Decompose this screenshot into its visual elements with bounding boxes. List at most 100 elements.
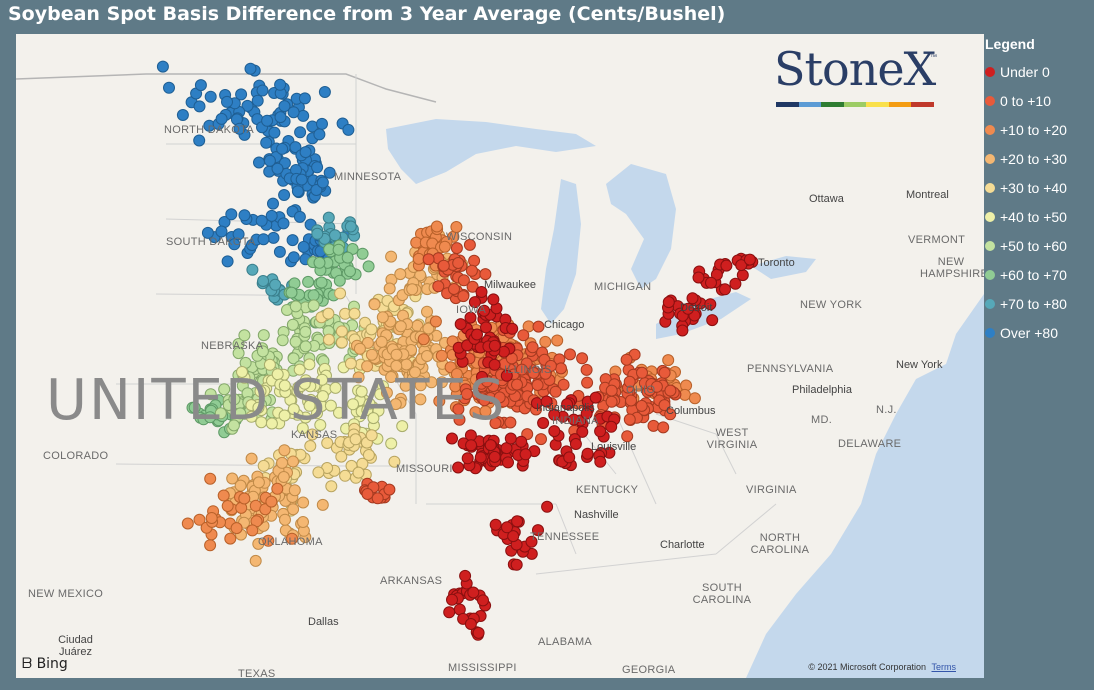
basis-point[interactable] (251, 94, 264, 107)
basis-point[interactable] (385, 250, 398, 263)
basis-point[interactable] (316, 373, 329, 386)
basis-point[interactable] (287, 251, 300, 264)
basis-point[interactable] (454, 318, 467, 331)
basis-point[interactable] (480, 321, 492, 334)
basis-point[interactable] (435, 376, 448, 389)
basis-point[interactable] (467, 586, 480, 599)
basis-point[interactable] (255, 214, 268, 227)
basis-point[interactable] (457, 274, 470, 287)
basis-point[interactable] (396, 420, 409, 433)
terms-link[interactable]: Terms (931, 662, 957, 672)
basis-point[interactable] (488, 450, 501, 463)
basis-point[interactable] (465, 264, 478, 277)
basis-point[interactable] (468, 296, 481, 309)
basis-point[interactable] (623, 413, 636, 426)
basis-point[interactable] (265, 209, 278, 222)
basis-point[interactable] (311, 227, 324, 240)
basis-point[interactable] (532, 524, 544, 537)
basis-point[interactable] (555, 362, 567, 375)
basis-point[interactable] (581, 447, 594, 460)
basis-point[interactable] (245, 452, 258, 465)
basis-point[interactable] (352, 371, 365, 384)
basis-point[interactable] (221, 255, 234, 268)
basis-point[interactable] (452, 403, 465, 416)
basis-point[interactable] (664, 408, 677, 421)
basis-point[interactable] (706, 314, 719, 327)
basis-point[interactable] (228, 393, 241, 406)
basis-point[interactable] (475, 286, 488, 298)
basis-point[interactable] (286, 532, 298, 545)
basis-point[interactable] (541, 500, 554, 513)
basis-point[interactable] (318, 86, 331, 98)
basis-point[interactable] (501, 521, 513, 534)
basis-point[interactable] (525, 535, 538, 548)
basis-point[interactable] (254, 385, 267, 398)
legend-item[interactable]: +30 to +40 (985, 173, 1093, 202)
basis-point[interactable] (246, 263, 259, 276)
map-canvas[interactable]: UNITED STATES NORTH DAKOTA MINNESOTA SOU… (16, 34, 984, 678)
basis-point[interactable] (276, 142, 289, 155)
basis-point[interactable] (662, 296, 675, 309)
basis-point[interactable] (204, 539, 217, 552)
basis-point[interactable] (278, 100, 291, 113)
basis-point[interactable] (363, 397, 376, 410)
basis-point[interactable] (249, 554, 262, 567)
basis-point[interactable] (278, 189, 291, 201)
legend-item[interactable]: Over +80 (985, 318, 1093, 347)
basis-point[interactable] (287, 352, 300, 365)
basis-point[interactable] (271, 482, 284, 495)
basis-point[interactable] (383, 483, 396, 496)
basis-point[interactable] (228, 238, 241, 251)
basis-point[interactable] (217, 489, 230, 502)
basis-point[interactable] (371, 492, 384, 505)
basis-point[interactable] (321, 437, 334, 449)
basis-point[interactable] (519, 448, 532, 461)
basis-point[interactable] (510, 558, 523, 571)
basis-point[interactable] (329, 229, 341, 242)
basis-point[interactable] (238, 329, 251, 342)
basis-point[interactable] (312, 466, 325, 479)
basis-point[interactable] (450, 221, 463, 233)
basis-point[interactable] (365, 429, 378, 442)
basis-point[interactable] (657, 421, 670, 434)
basis-point[interactable] (289, 300, 302, 313)
basis-point[interactable] (594, 455, 607, 468)
basis-point[interactable] (204, 90, 217, 103)
basis-point[interactable] (437, 259, 450, 272)
basis-point[interactable] (302, 275, 315, 288)
basis-point[interactable] (204, 388, 217, 401)
basis-point[interactable] (736, 269, 749, 282)
legend-item[interactable]: +40 to +50 (985, 202, 1093, 231)
basis-point[interactable] (719, 283, 731, 296)
basis-point[interactable] (414, 379, 427, 392)
basis-point[interactable] (635, 399, 648, 412)
legend-item[interactable]: 0 to +10 (985, 86, 1093, 115)
basis-point[interactable] (227, 419, 240, 432)
basis-point[interactable] (253, 156, 265, 169)
basis-point[interactable] (605, 395, 618, 408)
basis-point[interactable] (287, 503, 300, 516)
basis-point[interactable] (335, 450, 348, 463)
basis-point[interactable] (515, 363, 528, 376)
basis-point[interactable] (176, 109, 189, 121)
basis-point[interactable] (252, 401, 265, 414)
basis-point[interactable] (532, 320, 545, 333)
basis-point[interactable] (322, 307, 335, 320)
basis-point[interactable] (362, 449, 375, 461)
basis-point[interactable] (443, 606, 456, 619)
basis-point[interactable] (277, 471, 290, 483)
basis-point[interactable] (303, 399, 316, 412)
basis-point[interactable] (429, 315, 442, 328)
basis-point[interactable] (464, 618, 477, 630)
basis-point[interactable] (265, 495, 278, 508)
basis-point[interactable] (352, 466, 365, 479)
basis-point[interactable] (527, 367, 540, 379)
basis-point[interactable] (307, 289, 320, 302)
basis-point[interactable] (432, 280, 445, 293)
basis-point[interactable] (435, 349, 448, 362)
basis-point[interactable] (466, 280, 479, 293)
basis-point[interactable] (299, 340, 312, 353)
basis-point[interactable] (539, 367, 552, 380)
basis-point[interactable] (230, 522, 243, 535)
basis-point[interactable] (720, 259, 733, 272)
